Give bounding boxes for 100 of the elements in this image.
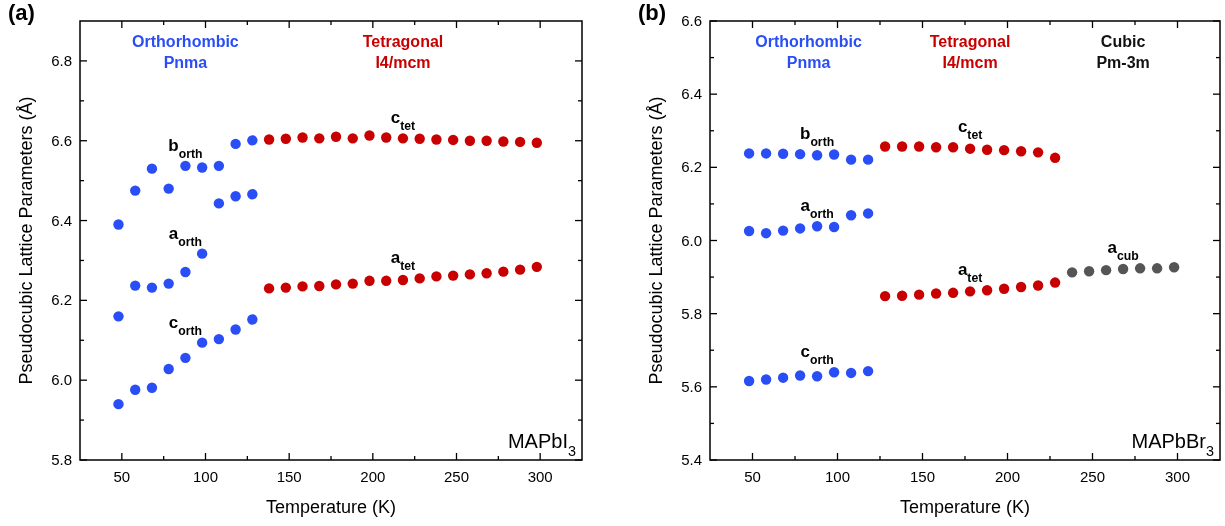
point <box>364 130 375 141</box>
y-tick-label: 6.0 <box>51 371 72 389</box>
point <box>896 141 908 152</box>
x-tick-label: 100 <box>824 468 851 485</box>
annotation: Orthorhombic Pnma <box>755 33 863 71</box>
point <box>1015 281 1027 293</box>
series-label: a$_{orth}$ <box>168 223 203 249</box>
point <box>498 266 509 277</box>
point <box>777 225 789 236</box>
point <box>1049 152 1061 164</box>
point <box>314 133 325 144</box>
point <box>113 398 124 410</box>
point <box>760 374 772 385</box>
series-label: a$_{tet}$ <box>957 260 983 286</box>
chart-title: (a) <box>8 0 35 25</box>
point <box>180 266 191 278</box>
annotation: Tetragonal I4/mcm <box>362 33 444 71</box>
point <box>263 134 275 145</box>
point <box>447 270 459 281</box>
y-tick-label: 5.8 <box>51 451 72 468</box>
point <box>913 141 925 152</box>
x-tick-label: 300 <box>527 468 553 485</box>
point <box>998 144 1010 156</box>
point <box>828 221 840 233</box>
series-label: a$_{cub}$ <box>1107 238 1139 264</box>
point <box>514 264 526 275</box>
point <box>760 227 772 239</box>
point <box>113 311 124 322</box>
point <box>381 132 392 143</box>
point <box>531 261 543 273</box>
point <box>1083 266 1095 277</box>
point <box>794 223 806 234</box>
point <box>828 149 840 160</box>
point <box>414 133 425 144</box>
point <box>811 150 823 161</box>
series-label: b$_{orth}$ <box>800 124 835 150</box>
point <box>879 141 891 152</box>
point <box>146 282 158 293</box>
point <box>130 185 141 196</box>
point <box>845 367 857 379</box>
point <box>828 367 840 378</box>
point <box>794 370 806 381</box>
x-tick-label: 150 <box>276 468 302 485</box>
point <box>811 371 823 382</box>
point <box>146 382 158 393</box>
y-tick-label: 6.2 <box>51 291 72 309</box>
point <box>981 144 993 155</box>
point <box>230 138 241 150</box>
series-label: c$_{orth}$ <box>800 342 834 368</box>
point <box>263 283 275 294</box>
point <box>130 384 141 395</box>
point <box>196 162 208 173</box>
point <box>964 143 976 154</box>
point <box>760 148 772 159</box>
series-label: b$_{orth}$ <box>168 135 203 161</box>
point <box>163 363 174 375</box>
point <box>1168 262 1180 273</box>
point <box>397 274 409 286</box>
point <box>163 183 174 194</box>
point <box>314 280 325 292</box>
point <box>163 278 174 289</box>
point <box>531 137 543 148</box>
point <box>879 290 891 302</box>
y-tick-label: 6.2 <box>681 158 702 176</box>
y-tick-label: 6.8 <box>51 51 72 69</box>
point <box>431 271 442 282</box>
point <box>247 189 258 200</box>
point <box>862 154 874 165</box>
point <box>364 275 375 286</box>
point <box>964 286 976 297</box>
y-axis-title: Pseudocubic Lattice Parameters (Å) <box>16 96 36 385</box>
point <box>998 283 1010 294</box>
point <box>213 198 225 209</box>
point <box>845 154 857 165</box>
point <box>196 337 208 348</box>
point <box>1015 146 1027 157</box>
point <box>280 282 292 293</box>
point <box>347 278 358 289</box>
annotation: MAPbBr$_{3}$ <box>1131 430 1214 459</box>
y-tick-label: 6.6 <box>51 131 72 149</box>
y-tick-label: 6.4 <box>51 211 72 229</box>
chart-title: (b) <box>638 0 667 25</box>
point <box>1151 263 1163 274</box>
point <box>297 281 308 292</box>
point <box>381 275 392 286</box>
point <box>845 210 857 221</box>
point <box>1049 277 1061 288</box>
point <box>213 160 225 172</box>
x-axis-title: Temperature (K) <box>265 497 397 517</box>
series-label: a$_{orth}$ <box>800 196 834 222</box>
point <box>113 219 124 230</box>
y-tick-label: 5.4 <box>681 451 702 468</box>
point <box>230 191 241 202</box>
annotation: Orthorhombic Pnma <box>132 33 239 71</box>
point <box>1134 263 1146 274</box>
point <box>1032 280 1044 291</box>
point <box>743 225 755 237</box>
point <box>397 133 409 144</box>
series-label: c$_{tet}$ <box>390 107 416 133</box>
point <box>464 269 476 280</box>
